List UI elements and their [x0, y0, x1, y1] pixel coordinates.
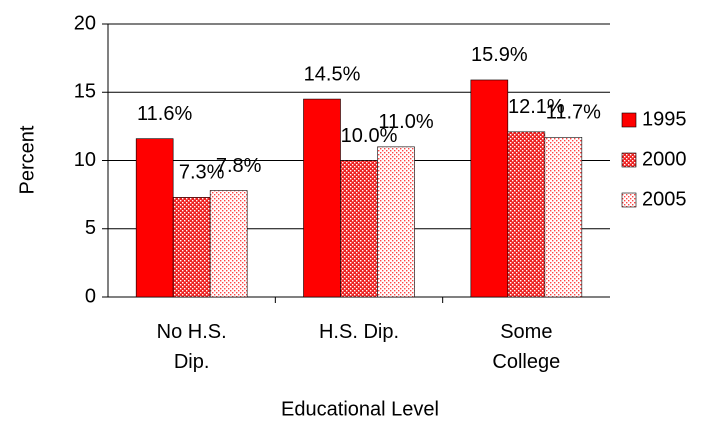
legend-label: 2000 [642, 148, 687, 170]
bar [303, 98, 341, 298]
bar [507, 131, 546, 298]
bar [135, 138, 174, 298]
y-tick-label: 0 [85, 285, 96, 307]
data-label: 15.9% [471, 44, 528, 66]
legend-swatch [621, 192, 637, 208]
data-label: 7.3% [179, 162, 225, 184]
y-tick-label: 10 [74, 149, 96, 171]
data-label: 11.6% [137, 103, 192, 125]
bar [544, 136, 583, 298]
data-label: 14.5% [304, 63, 361, 85]
bar [470, 79, 509, 298]
y-tick-label: 20 [74, 12, 96, 34]
data-label: 7.8% [216, 155, 262, 177]
legend-swatch [621, 152, 637, 168]
y-axis-label: Percent [16, 125, 38, 194]
y-tick-label: 5 [85, 217, 96, 239]
x-tick-label: No H.S. Dip. [156, 321, 227, 373]
bar [377, 146, 415, 298]
data-label: 11.0% [378, 111, 433, 133]
data-label: 11.7% [546, 102, 601, 124]
bar [340, 160, 378, 298]
legend-label: 1995 [642, 108, 687, 130]
bar [209, 190, 248, 298]
data-label: 12.1% [508, 96, 565, 118]
x-tick-label: H.S. Dip. [318, 321, 400, 343]
legend-swatch [621, 112, 637, 128]
y-tick-label: 15 [74, 81, 96, 103]
data-label: 10.0% [341, 125, 398, 147]
x-tick-label: Some College [492, 321, 561, 373]
x-axis-label: Educational Level [281, 398, 439, 420]
bar [172, 197, 211, 298]
legend-label: 2005 [642, 188, 687, 210]
